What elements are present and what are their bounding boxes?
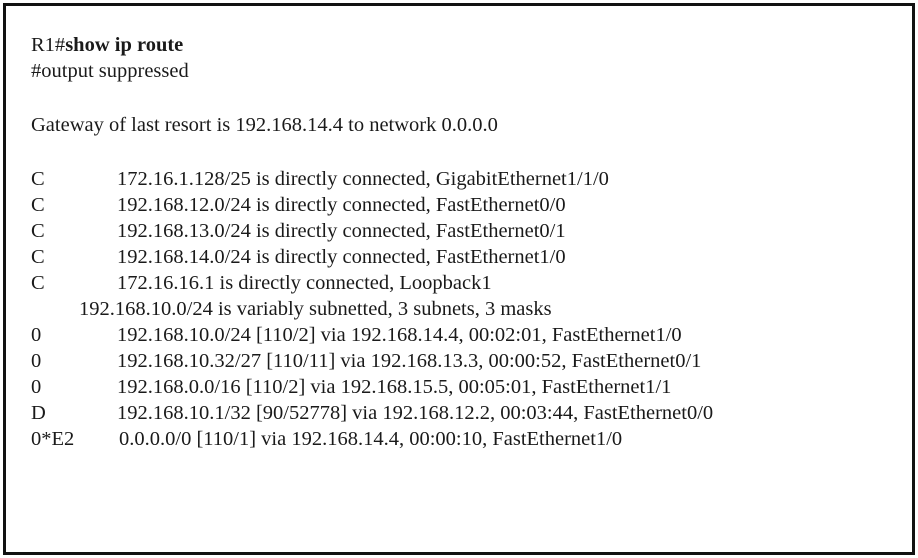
route-desc: 172.16.1.128/25 is directly connected, G…: [117, 168, 609, 190]
route-code: C: [31, 246, 45, 268]
route-code: 0: [31, 324, 42, 346]
route-desc: 172.16.16.1 is directly connected, Loopb…: [117, 272, 492, 294]
route-row: 0 192.168.0.0/16 [110/2] via 192.168.15.…: [31, 374, 902, 400]
route-code: 0: [31, 350, 42, 372]
route-desc: 192.168.0.0/16 [110/2] via 192.168.15.5,…: [117, 376, 672, 398]
route-code: 0: [31, 376, 42, 398]
route-code: C: [31, 168, 45, 190]
command-line: R1#show ip route: [31, 32, 902, 58]
default-route-row: 0*E2 0.0.0.0/0 [110/1] via 192.168.14.4,…: [31, 426, 902, 452]
route-row: C 192.168.12.0/24 is directly connected,…: [31, 192, 902, 218]
route-row: D 192.168.10.1/32 [90/52778] via 192.168…: [31, 400, 902, 426]
route-row: C 192.168.13.0/24 is directly connected,…: [31, 218, 902, 244]
route-desc: 192.168.10.32/27 [110/11] via 192.168.13…: [117, 350, 702, 372]
route-desc: 192.168.12.0/24 is directly connected, F…: [117, 194, 566, 216]
route-code: C: [31, 194, 45, 216]
spacer: [31, 138, 902, 166]
route-desc: 192.168.10.1/32 [90/52778] via 192.168.1…: [117, 402, 714, 424]
spacer: [31, 84, 902, 112]
cli-output: R1#show ip route #output suppressed Gate…: [31, 32, 902, 452]
subnet-note: 192.168.10.0/24 is variably subnetted, 3…: [79, 298, 552, 320]
route-row: C 172.16.1.128/25 is directly connected,…: [31, 166, 902, 192]
route-row: C 172.16.16.1 is directly connected, Loo…: [31, 270, 902, 296]
route-desc: 0.0.0.0/0 [110/1] via 192.168.14.4, 00:0…: [119, 428, 623, 450]
route-desc: 192.168.13.0/24 is directly connected, F…: [117, 220, 566, 242]
route-code: C: [31, 272, 45, 294]
command-text: show ip route: [65, 34, 184, 56]
route-code: 0*E2: [31, 428, 75, 450]
gateway-line: Gateway of last resort is 192.168.14.4 t…: [31, 114, 498, 136]
suppressed-note: #output suppressed: [31, 60, 189, 82]
route-row: 0 192.168.10.0/24 [110/2] via 192.168.14…: [31, 322, 902, 348]
route-code: C: [31, 220, 45, 242]
route-code: D: [31, 402, 46, 424]
route-row: 0 192.168.10.32/27 [110/11] via 192.168.…: [31, 348, 902, 374]
route-desc: 192.168.10.0/24 [110/2] via 192.168.14.4…: [117, 324, 682, 346]
prompt-hostname: R1#: [31, 34, 66, 56]
route-row: C 192.168.14.0/24 is directly connected,…: [31, 244, 902, 270]
route-desc: 192.168.14.0/24 is directly connected, F…: [117, 246, 566, 268]
route-table-frame: R1#show ip route #output suppressed Gate…: [3, 3, 915, 555]
